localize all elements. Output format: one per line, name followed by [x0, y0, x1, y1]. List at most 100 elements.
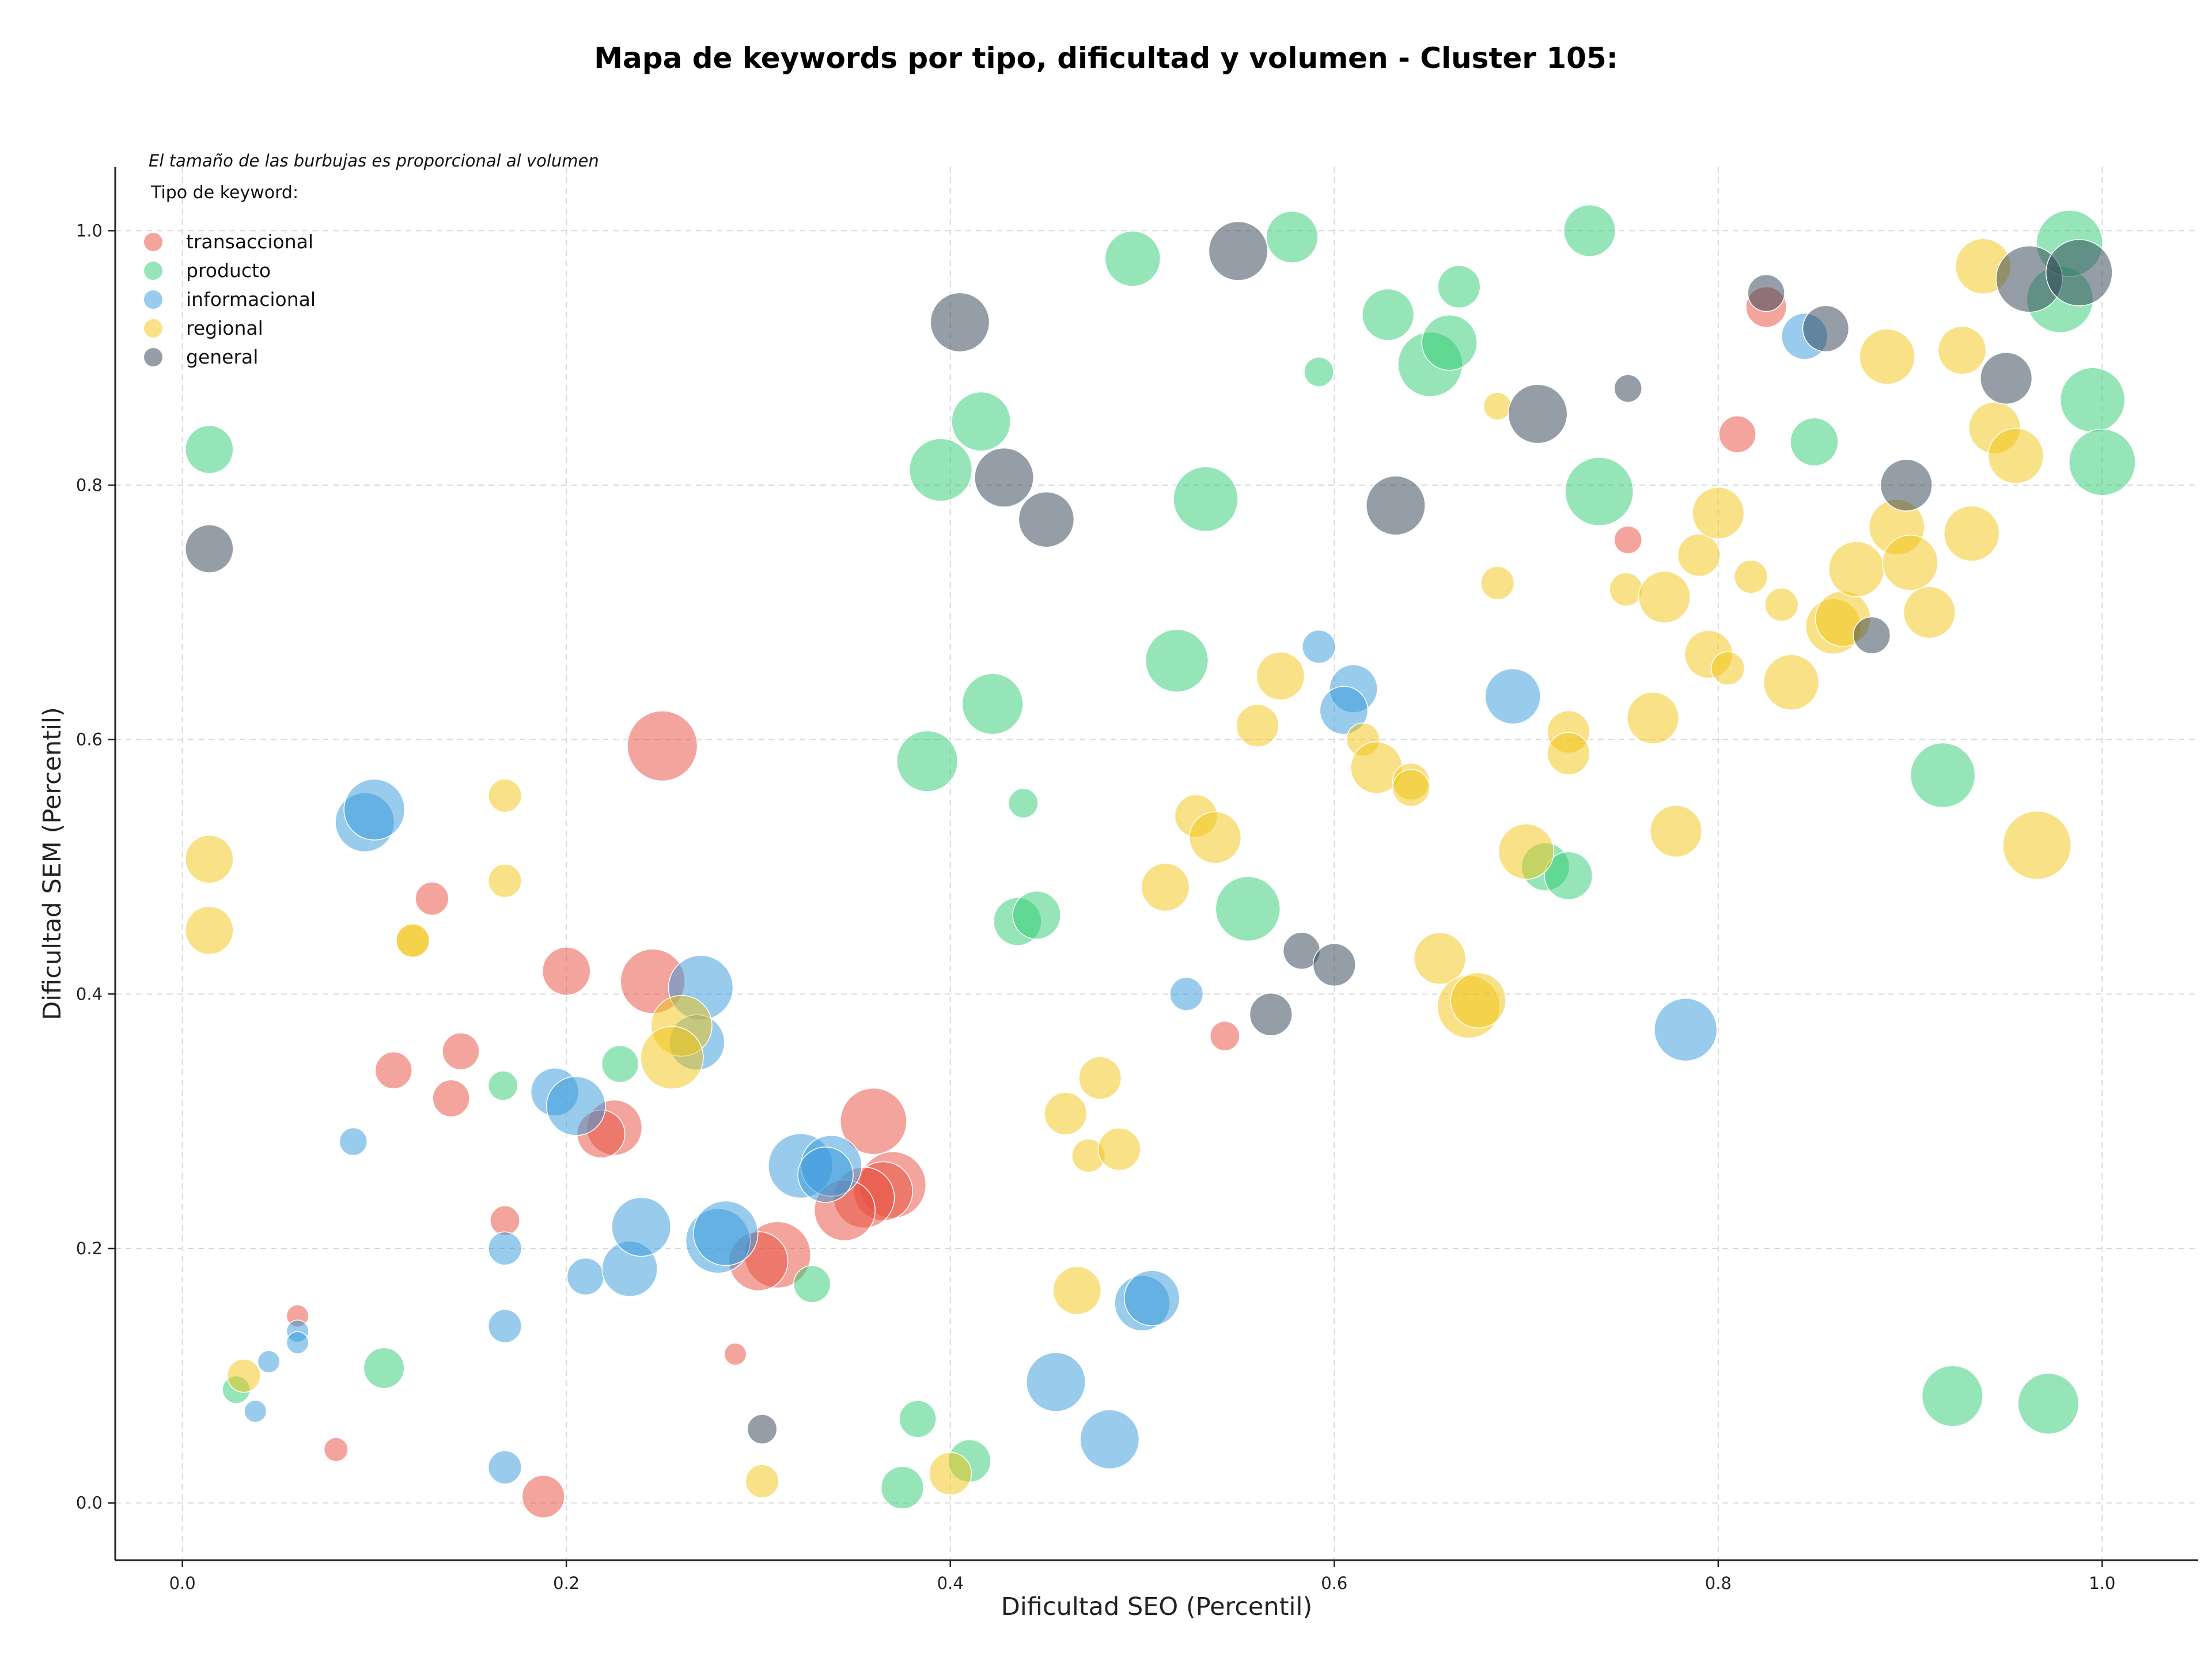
bubble-regional: [1763, 654, 1820, 711]
grid: [115, 167, 2198, 1560]
series-general: [184, 221, 2113, 1444]
bubble-regional: [1450, 972, 1506, 1029]
bubble-producto: [1104, 230, 1161, 287]
bubble-regional: [1764, 588, 1799, 622]
bubble-producto: [363, 1347, 405, 1389]
bubble-producto: [2059, 367, 2126, 433]
bubble-producto: [961, 673, 1024, 735]
bubble-informacional: [797, 1147, 854, 1203]
axes: [114, 167, 2198, 1561]
legend-marker: [144, 290, 162, 309]
legend-item-general: general: [144, 346, 258, 368]
legend-item-producto: producto: [144, 259, 271, 282]
bubble-producto: [487, 1070, 518, 1101]
bubble-general: [1312, 943, 1356, 987]
bubble-general: [1208, 221, 1268, 281]
bubble-regional: [1236, 703, 1279, 747]
bubble-producto: [899, 1400, 937, 1438]
bubble-regional: [1044, 1092, 1088, 1136]
legend-item-informacional: informacional: [144, 288, 316, 311]
x-tick-label: 0.4: [937, 1573, 964, 1593]
bubble-regional: [1987, 427, 2044, 485]
legend-label: informacional: [186, 288, 316, 311]
bubble-producto: [1173, 466, 1238, 532]
bubble-transaccional: [724, 1342, 747, 1366]
bubble-transaccional: [1613, 525, 1642, 554]
bubble-producto: [1910, 742, 1976, 808]
bubble-general: [1249, 993, 1293, 1036]
series-producto: [184, 204, 2136, 1509]
bubble-transaccional: [627, 710, 698, 782]
bubble-informacional: [487, 1231, 522, 1266]
bubble-transaccional: [521, 1475, 565, 1519]
size-annotation: El tamaño de las burbujas es proporciona…: [149, 151, 599, 171]
bubble-general: [1980, 352, 2033, 405]
bubble-informacional: [286, 1331, 309, 1354]
bubble-informacional: [339, 1127, 368, 1156]
bubble-transaccional: [1209, 1020, 1240, 1051]
bubble-general: [1802, 305, 1850, 353]
x-axis-label: Dificultad SEO (Percentil): [1001, 1592, 1312, 1621]
bubble-informacional: [1484, 668, 1541, 725]
bubble-regional: [184, 906, 234, 955]
legend-label: producto: [186, 259, 271, 282]
bubble-regional: [2002, 811, 2072, 880]
x-tick-label: 0.2: [553, 1573, 579, 1593]
bubble-regional: [1638, 570, 1691, 623]
bubble-general: [1018, 491, 1075, 548]
legend-label: regional: [186, 317, 263, 339]
bubble-transaccional: [442, 1032, 480, 1070]
bubble-informacional: [1302, 629, 1336, 664]
bubble-regional: [1859, 328, 1915, 385]
bubble-informacional: [1123, 1270, 1180, 1326]
bubble-regional: [929, 1452, 972, 1496]
bubble-transaccional: [415, 881, 449, 916]
bubble-general: [1747, 274, 1785, 312]
bubble-regional: [1710, 651, 1745, 686]
bubble-informacional: [244, 1399, 267, 1423]
bubble-transaccional: [490, 1205, 520, 1236]
legend-marker: [144, 348, 162, 366]
bubble-regional: [487, 864, 522, 898]
bubble-informacional: [1169, 977, 1204, 1011]
bubble-informacional: [487, 1309, 522, 1344]
bubble-regional: [1828, 541, 1885, 597]
x-tick-label: 0.8: [1705, 1573, 1732, 1593]
bubble-producto: [1565, 457, 1634, 527]
bubble-regional: [1692, 487, 1745, 540]
bubble-producto: [1145, 629, 1209, 693]
bubble-regional: [1943, 505, 2000, 562]
bubble-producto: [2069, 428, 2136, 496]
y-tick-label: 0.2: [76, 1239, 103, 1258]
bubble-producto: [1012, 891, 1062, 940]
bubble-general: [974, 447, 1034, 508]
bubble-producto: [601, 1045, 639, 1083]
bubble-general: [1880, 459, 1933, 512]
bubble-producto: [1215, 876, 1281, 942]
bubble-producto: [793, 1265, 831, 1303]
bubble-producto: [1362, 288, 1415, 341]
y-tick-label: 0.6: [76, 730, 103, 750]
bubble-regional: [1937, 326, 1987, 375]
legend-marker: [144, 262, 162, 280]
y-tick-label: 0.8: [76, 475, 103, 495]
series-transaccional: [286, 286, 1787, 1519]
bubble-general: [1365, 475, 1426, 536]
y-axis-label: Dificultad SEM (Percentil): [38, 707, 67, 1020]
bubble-regional: [1733, 559, 1768, 594]
bubble-producto: [1563, 204, 1616, 257]
bubble-informacional: [693, 1200, 759, 1266]
bubble-producto: [1544, 851, 1593, 901]
y-tick-label: 1.0: [76, 221, 103, 240]
bubble-regional: [1547, 732, 1590, 775]
x-tick-label: 0.6: [1321, 1573, 1347, 1593]
legend-label: transaccional: [186, 230, 313, 253]
bubble-regional: [1677, 533, 1721, 577]
x-tick-label: 0.0: [169, 1573, 196, 1593]
bubble-informacional: [257, 1350, 281, 1374]
bubble-producto: [951, 391, 1012, 452]
bubble-regional: [1141, 862, 1190, 912]
ticks: 0.0 0.2 0.4 0.6 0.8 1.0 0.0 0.2 0.4 0.6 0.8 1.0: [76, 221, 2116, 1593]
